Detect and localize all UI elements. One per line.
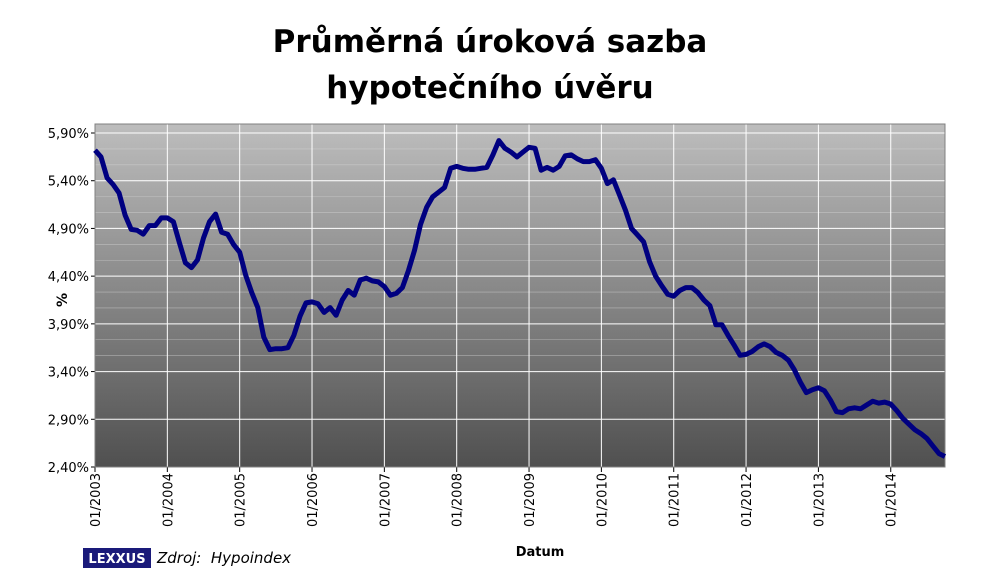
line	[93, 138, 947, 459]
y-tick-label: 4,90%	[48, 222, 89, 237]
x-axis-label: Datum	[516, 545, 565, 560]
x-tick-label: 01/2013	[812, 473, 827, 527]
y-tick-label: 3,40%	[48, 366, 89, 381]
y-tick-label: 4,40%	[48, 270, 89, 285]
x-tick-label: 01/2014	[885, 473, 900, 527]
plot-area	[95, 124, 945, 467]
chart-title: hypotečního úvěru	[326, 70, 654, 106]
logo: LEXXUS	[88, 552, 145, 567]
logo-box	[83, 548, 151, 568]
x-tick-label: 01/2007	[378, 473, 393, 527]
chart-title: Průměrná úroková sazba	[273, 24, 708, 60]
source: Zdroj: Hypoindex	[156, 549, 291, 567]
x-tick-label: 01/2010	[595, 473, 610, 527]
y-tick-label: 5,40%	[48, 175, 89, 190]
y-tick-label: 3,90%	[48, 318, 89, 333]
y-tick-label: 2,40%	[48, 461, 89, 476]
plot-border	[94, 123, 946, 468]
y-axis-label: %	[55, 293, 71, 307]
y-tick-label: 2,90%	[48, 413, 89, 428]
x-tick-label: 01/2003	[89, 473, 104, 527]
x-tick-label: 01/2006	[306, 473, 321, 527]
y-tick-label: 5,90%	[48, 127, 89, 142]
x-tick-label: 01/2009	[523, 473, 538, 527]
x-tick-label: 01/2012	[740, 473, 755, 527]
x-tick-label: 01/2011	[668, 473, 683, 527]
x-tick-label: 01/2008	[451, 473, 466, 527]
x-tick-label: 01/2004	[161, 473, 176, 527]
x-tick-label: 01/2005	[234, 473, 249, 527]
